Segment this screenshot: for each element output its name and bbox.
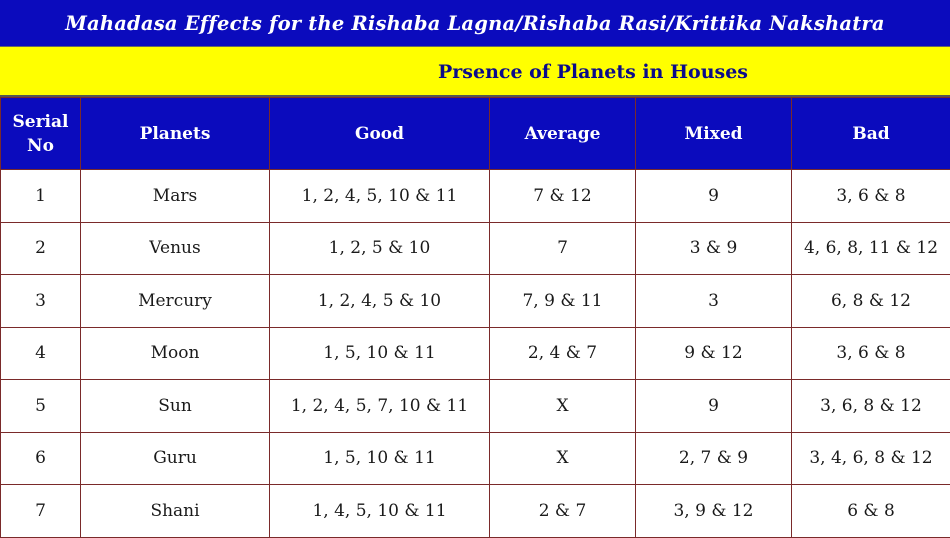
cell-average: 7 [490, 222, 636, 275]
table-row: 6 Guru 1, 5, 10 & 11 X 2, 7 & 9 3, 4, 6,… [1, 432, 950, 485]
cell-serial: 2 [1, 222, 81, 275]
cell-good: 1, 5, 10 & 11 [270, 432, 490, 485]
cell-bad: 3, 6 & 8 [792, 327, 950, 380]
cell-mixed: 3, 9 & 12 [636, 485, 792, 538]
cell-mixed: 9 & 12 [636, 327, 792, 380]
header-average: Average [490, 98, 636, 170]
cell-bad: 3, 4, 6, 8 & 12 [792, 432, 950, 485]
table-row: 3 Mercury 1, 2, 4, 5 & 10 7, 9 & 11 3 6,… [1, 275, 950, 328]
cell-planet: Venus [81, 222, 270, 275]
cell-mixed: 3 [636, 275, 792, 328]
header-good: Good [270, 98, 490, 170]
cell-mixed: 9 [636, 170, 792, 223]
cell-serial: 5 [1, 380, 81, 433]
table-row: 7 Shani 1, 4, 5, 10 & 11 2 & 7 3, 9 & 12… [1, 485, 950, 538]
header-mixed: Mixed [636, 98, 792, 170]
header-serial-no: Serial No [1, 98, 81, 170]
table-row: 1 Mars 1, 2, 4, 5, 10 & 11 7 & 12 9 3, 6… [1, 170, 950, 223]
table-row: 4 Moon 1, 5, 10 & 11 2, 4 & 7 9 & 12 3, … [1, 327, 950, 380]
cell-bad: 3, 6 & 8 [792, 170, 950, 223]
cell-average: X [490, 432, 636, 485]
cell-average: 2 & 7 [490, 485, 636, 538]
table-row: 5 Sun 1, 2, 4, 5, 7, 10 & 11 X 9 3, 6, 8… [1, 380, 950, 433]
cell-planet: Mars [81, 170, 270, 223]
cell-planet: Sun [81, 380, 270, 433]
header-planets: Planets [81, 98, 270, 170]
subtitle: Prsence of Planets in Houses [438, 61, 748, 83]
cell-mixed: 2, 7 & 9 [636, 432, 792, 485]
cell-serial: 6 [1, 432, 81, 485]
cell-average: 7, 9 & 11 [490, 275, 636, 328]
cell-good: 1, 4, 5, 10 & 11 [270, 485, 490, 538]
subtitle-bar: Prsence of Planets in Houses [0, 47, 950, 97]
cell-good: 1, 2, 5 & 10 [270, 222, 490, 275]
cell-mixed: 3 & 9 [636, 222, 792, 275]
page-title: Mahadasa Effects for the Rishaba Lagna/R… [0, 0, 950, 47]
cell-bad: 6, 8 & 12 [792, 275, 950, 328]
header-serial-line1: Serial [13, 112, 69, 132]
cell-bad: 6 & 8 [792, 485, 950, 538]
cell-bad: 4, 6, 8, 11 & 12 [792, 222, 950, 275]
cell-planet: Moon [81, 327, 270, 380]
cell-planet: Shani [81, 485, 270, 538]
cell-serial: 7 [1, 485, 81, 538]
header-serial-line2: No [27, 136, 54, 156]
cell-good: 1, 2, 4, 5, 7, 10 & 11 [270, 380, 490, 433]
cell-good: 1, 2, 4, 5, 10 & 11 [270, 170, 490, 223]
table-header-row: Serial No Planets Good Average Mixed Bad [1, 98, 950, 170]
cell-planet: Mercury [81, 275, 270, 328]
table-row: 2 Venus 1, 2, 5 & 10 7 3 & 9 4, 6, 8, 11… [1, 222, 950, 275]
cell-good: 1, 2, 4, 5 & 10 [270, 275, 490, 328]
cell-average: X [490, 380, 636, 433]
cell-planet: Guru [81, 432, 270, 485]
cell-average: 7 & 12 [490, 170, 636, 223]
cell-average: 2, 4 & 7 [490, 327, 636, 380]
cell-good: 1, 5, 10 & 11 [270, 327, 490, 380]
cell-serial: 1 [1, 170, 81, 223]
effects-table: Serial No Planets Good Average Mixed Bad… [0, 97, 950, 538]
cell-serial: 4 [1, 327, 81, 380]
cell-serial: 3 [1, 275, 81, 328]
cell-bad: 3, 6, 8 & 12 [792, 380, 950, 433]
cell-mixed: 9 [636, 380, 792, 433]
header-bad: Bad [792, 98, 950, 170]
